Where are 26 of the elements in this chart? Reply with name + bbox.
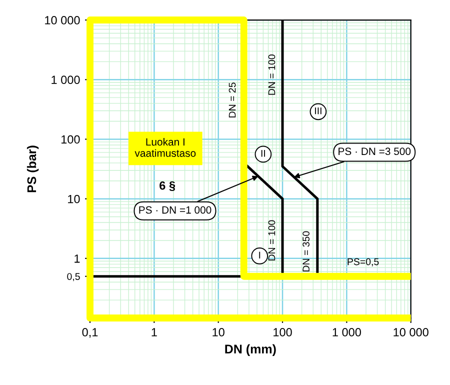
annotation: Luokan I vaatimustaso (134, 138, 196, 157)
x-tick-label: 10 000 (394, 328, 428, 336)
y-tick-label: 10 (68, 194, 80, 204)
x-tick-label: 0,1 (82, 328, 98, 338)
annotation: PS=0,5 (348, 258, 379, 266)
annotation: III (315, 107, 322, 114)
annotation: DN = 350 (302, 231, 310, 272)
x-tick-label: 100 (274, 328, 292, 336)
x-tick-label: 10 (212, 328, 224, 336)
x-tick-label: 1 (152, 328, 157, 336)
y-tick-label: 100 (61, 135, 80, 144)
annotation: DN = 25 (228, 82, 236, 118)
annotation: PS · DN =3 500 (338, 148, 411, 156)
y-axis-title: PS (bar) (26, 146, 39, 192)
annotation: I (259, 252, 260, 258)
x-tick-label: 1 000 (332, 328, 361, 336)
y-tick-label: 1 000 (52, 76, 80, 84)
y-tick-label: 0,5 (67, 273, 80, 282)
annotation: 6 § (160, 181, 176, 191)
annotation: PS · DN =1 000 (139, 206, 212, 214)
y-tick-label: 10 000 (45, 16, 80, 24)
annotation: DN = 100 (268, 220, 276, 260)
x-axis-title: DN (mm) (225, 344, 276, 356)
annotation: II (261, 150, 265, 157)
annotation: DN = 100 (268, 54, 276, 95)
y-tick-label: 1 (74, 254, 80, 263)
